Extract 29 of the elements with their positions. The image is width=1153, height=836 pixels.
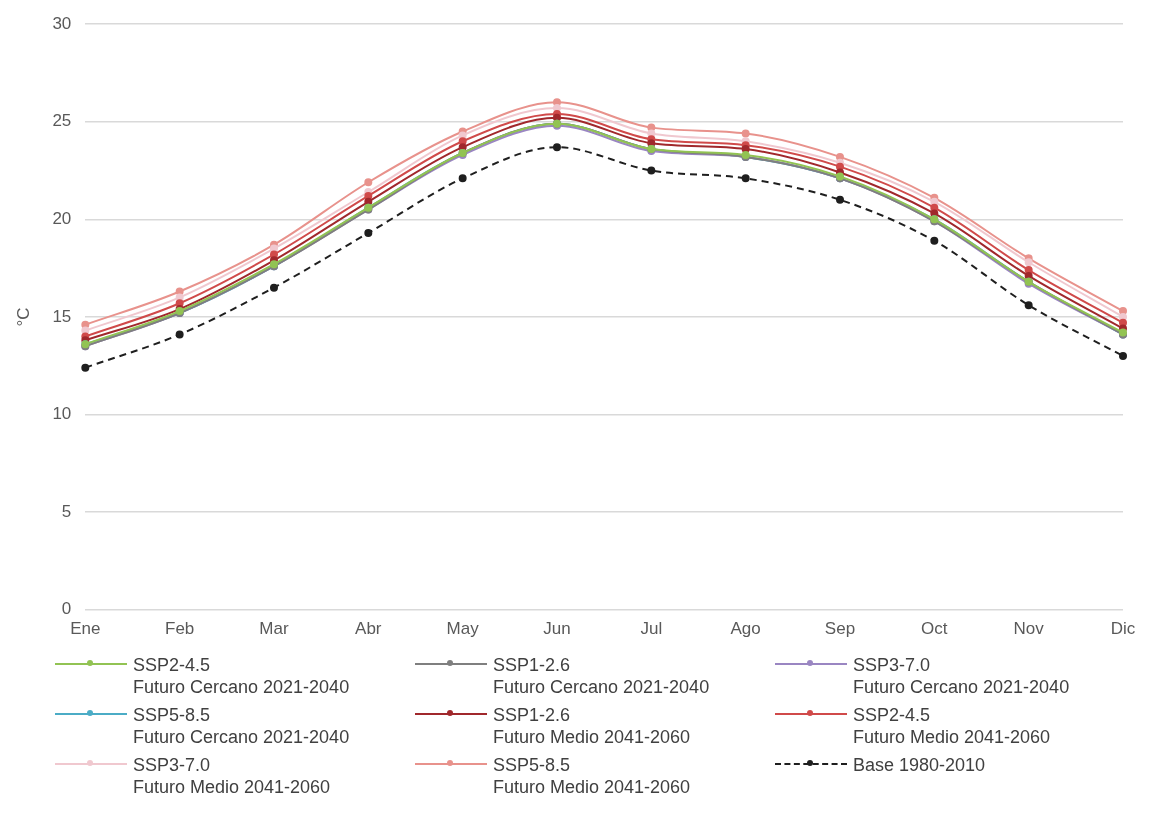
legend-label: SSP2-4.5 Futuro Medio 2041-2060 <box>853 704 1051 748</box>
x-tick-label: Feb <box>165 619 195 639</box>
y-tick-label: 25 <box>52 111 72 131</box>
legend-label: SSP3-7.0 Futuro Medio 2041-2060 <box>133 754 331 798</box>
x-tick-label: Jul <box>640 619 663 639</box>
legend-label: SSP1-2.6 Futuro Cercano 2021-2040 <box>493 654 710 698</box>
x-tick-label: Mar <box>259 619 289 639</box>
x-tick-label: Dic <box>1110 619 1136 639</box>
legend-label: SSP5-8.5 Futuro Medio 2041-2060 <box>493 754 691 798</box>
y-tick-label: 20 <box>52 209 72 229</box>
x-tick-label: Abr <box>355 619 382 639</box>
x-tick-label: Nov <box>1013 619 1045 639</box>
x-tick-label: Sep <box>824 619 856 639</box>
legend-label: Base 1980-2010 <box>853 754 986 776</box>
y-tick-label: 5 <box>61 501 72 521</box>
legend-label: SSP3-7.0 Futuro Cercano 2021-2040 <box>853 654 1070 698</box>
legend-label: SSP1-2.6 Futuro Medio 2041-2060 <box>493 704 691 748</box>
y-tick-label: 10 <box>52 404 72 424</box>
x-tick-label: May <box>446 619 480 639</box>
y-tick-label: 15 <box>52 306 72 326</box>
legend-label: SSP5-8.5 Futuro Cercano 2021-2040 <box>133 704 350 748</box>
y-axis-title: °C <box>13 307 33 327</box>
x-tick-label: Ene <box>70 619 101 639</box>
x-tick-label: Jun <box>543 619 571 639</box>
y-tick-label: 0 <box>61 599 72 619</box>
x-tick-label: Ago <box>730 619 761 639</box>
x-tick-label: Oct <box>921 619 948 639</box>
legend-label: SSP2-4.5 Futuro Cercano 2021-2040 <box>133 654 350 698</box>
y-tick-label: 30 <box>52 13 72 33</box>
